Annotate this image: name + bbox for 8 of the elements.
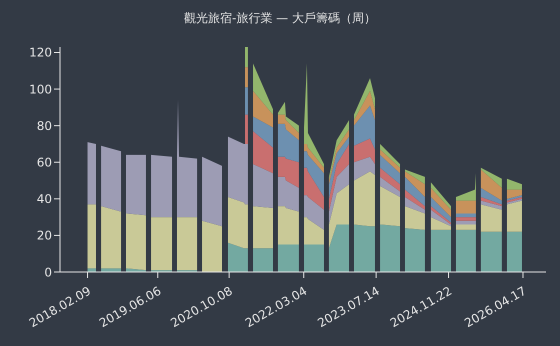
- y-tick-label: 0: [44, 265, 52, 280]
- chart-title: 觀光旅宿-旅行業 — 大戶籌碼（周）: [183, 10, 377, 27]
- y-tick-label: 120: [29, 46, 52, 60]
- y-tick-label: 60: [36, 156, 52, 170]
- y-tick-label: 100: [29, 82, 52, 96]
- y-tick-label: 80: [36, 118, 52, 133]
- y-tick-label: 20: [36, 228, 52, 243]
- y-tick-label: 40: [36, 192, 52, 206]
